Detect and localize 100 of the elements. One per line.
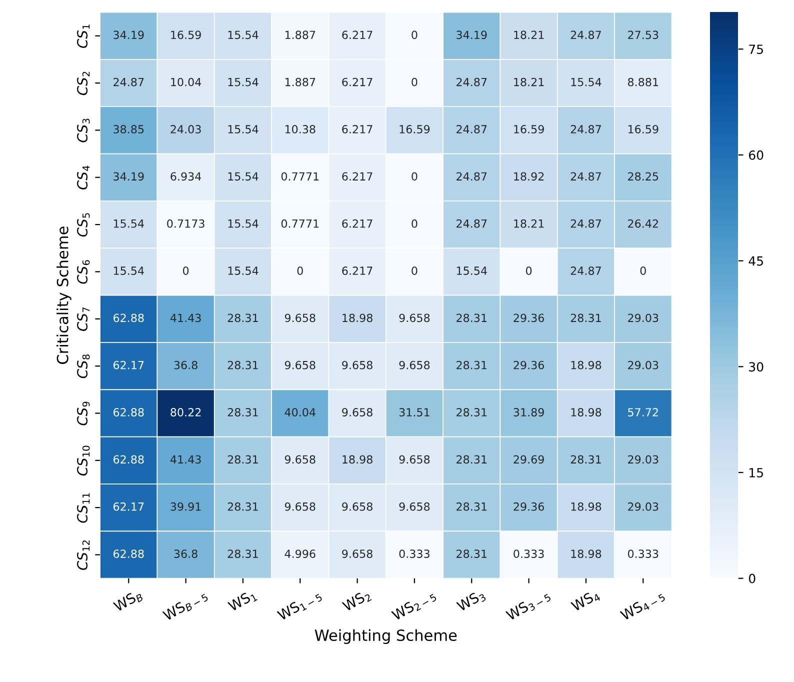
x-tick-label: WS$_{1}$ <box>227 588 258 614</box>
data-label: 38.85 <box>114 125 144 134</box>
color-bar-label: 15 <box>750 468 763 478</box>
data-label: 28.31 <box>456 502 487 511</box>
data-label: 6.217 <box>342 78 372 86</box>
data-label: 10.04 <box>171 78 202 86</box>
data-label: 18.21 <box>514 219 544 228</box>
data-label: 28.31 <box>228 455 258 464</box>
data-label: 18.92 <box>514 172 544 181</box>
data-label: 29.03 <box>628 360 658 370</box>
x-tick-label: WS$_{4−5}$ <box>620 588 666 623</box>
data-label: 24.87 <box>456 78 487 86</box>
data-label: 24.87 <box>456 172 487 181</box>
data-label: 15.54 <box>228 78 258 86</box>
data-label: 18.21 <box>514 30 544 40</box>
data-label: 57.72 <box>628 408 658 416</box>
data-label: 9.658 <box>399 455 430 464</box>
x-tick-label: WS$_{B}$ <box>112 588 144 614</box>
data-label: 15.54 <box>114 220 144 228</box>
data-label: 28.31 <box>456 314 487 322</box>
data-label: 18.98 <box>342 455 372 464</box>
data-label: 9.658 <box>342 502 372 511</box>
data-label: 36.8 <box>174 360 198 370</box>
data-label: 0 <box>526 266 532 275</box>
data-label: 0.333 <box>514 550 544 558</box>
data-label: 0.7771 <box>281 219 319 228</box>
data-label: 9.658 <box>399 502 430 511</box>
data-label: 0 <box>412 172 418 181</box>
data-label: 29.03 <box>628 502 658 511</box>
color-bar-label: 75 <box>749 44 763 54</box>
color-bar-label: 30 <box>749 362 764 372</box>
y-tick-label: CS$_{5}$ <box>77 213 90 237</box>
data-label: 80.22 <box>170 408 201 416</box>
data-label: 41.43 <box>170 455 201 464</box>
data-label: 28.31 <box>228 408 258 416</box>
data-label: 15.54 <box>228 266 258 275</box>
y-tick-label: CS$_{2}$ <box>77 72 90 96</box>
data-label: 40.04 <box>284 408 316 416</box>
data-label: 34.19 <box>114 172 144 181</box>
data-label: 0 <box>412 30 418 40</box>
data-label: 29.69 <box>514 455 544 464</box>
data-label: 28.31 <box>228 502 258 511</box>
data-label: 9.658 <box>399 360 430 370</box>
x-tick-label: WS$_{3−5}$ <box>505 588 552 623</box>
data-label: 0 <box>182 266 189 275</box>
data-label: 28.31 <box>456 550 487 558</box>
data-label: 0 <box>412 219 418 228</box>
data-label: 24.87 <box>456 125 487 134</box>
data-label: 6.217 <box>342 125 372 134</box>
x-tick-label: WS$_{1−5}$ <box>276 588 323 623</box>
y-tick-label: CS$_{10}$ <box>77 446 90 476</box>
data-label: 29.03 <box>628 455 658 464</box>
data-label: 15.54 <box>228 220 258 228</box>
data-label: 24.87 <box>570 30 601 40</box>
x-tick-label: WS$_{2−5}$ <box>391 588 437 623</box>
data-label: 16.59 <box>400 125 430 134</box>
data-label: 28.31 <box>456 360 487 370</box>
data-label: 62.88 <box>114 314 144 322</box>
data-label: 62.88 <box>114 408 144 416</box>
data-label: 18.98 <box>571 502 602 511</box>
y-tick-label: CS$_{3}$ <box>77 118 90 142</box>
data-label: 6.217 <box>342 266 372 275</box>
data-label: 28.31 <box>228 550 258 558</box>
data-label: 6.217 <box>342 172 372 181</box>
data-label: 28.31 <box>456 455 487 464</box>
y-tick-label: CS$_{12}$ <box>77 540 90 570</box>
data-label: 15.54 <box>571 78 602 86</box>
x-tick-label: WS$_{4}$ <box>570 588 601 614</box>
data-label: 18.21 <box>514 78 544 86</box>
y-tick-label: CS$_{7}$ <box>77 308 90 331</box>
data-label: 41.43 <box>170 314 201 322</box>
data-label: 16.59 <box>514 125 544 134</box>
data-label: 24.87 <box>114 78 144 86</box>
data-label: 24.87 <box>570 172 601 181</box>
data-label: 9.658 <box>342 360 372 370</box>
color-bar-label: 0 <box>748 574 756 584</box>
data-label: 8.881 <box>628 78 658 86</box>
data-label: 62.17 <box>114 360 144 370</box>
data-label: 16.59 <box>628 125 658 134</box>
data-label: 34.19 <box>114 30 144 40</box>
y-tick-label: CS$_{6}$ <box>77 260 90 284</box>
data-label: 10.38 <box>285 125 316 134</box>
x-tick-label: WS$_{B−5}$ <box>162 588 208 623</box>
data-label: 18.98 <box>571 408 602 416</box>
data-label: 0 <box>297 266 303 275</box>
data-label: 29.36 <box>514 502 544 511</box>
data-label: 0.333 <box>628 550 658 558</box>
data-label: 9.658 <box>342 550 372 558</box>
data-label: 18.98 <box>571 360 602 370</box>
color-bar-label: 45 <box>748 256 763 266</box>
data-label: 6.217 <box>342 30 372 40</box>
data-label: 28.31 <box>228 314 258 322</box>
data-label: 28.31 <box>456 408 487 416</box>
data-label: 16.59 <box>171 30 201 40</box>
data-label: 15.54 <box>228 172 258 181</box>
data-label: 0.7771 <box>281 172 319 181</box>
data-label: 6.934 <box>170 172 202 181</box>
data-label: 26.42 <box>628 219 658 228</box>
data-label: 62.88 <box>114 550 144 558</box>
data-label: 28.25 <box>628 172 658 181</box>
